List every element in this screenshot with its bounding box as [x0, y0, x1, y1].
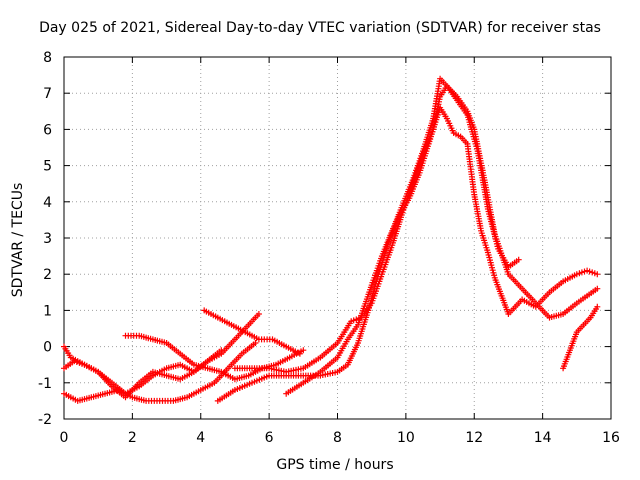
x-tick-labels: 0 2 4 6 8 10 12 14 16 — [60, 430, 620, 446]
y-tick-label: 7 — [43, 86, 52, 102]
data-point — [573, 271, 580, 278]
y-tick-label: 8 — [43, 50, 52, 66]
y-tick-label: -1 — [38, 376, 52, 392]
data-point — [515, 256, 522, 263]
y-tick-label: -2 — [38, 412, 52, 428]
data-point — [300, 347, 307, 354]
y-tick-labels: -2 -1 0 1 2 3 4 5 6 7 8 — [38, 50, 52, 428]
y-tick-label: 2 — [43, 267, 52, 283]
data-point — [252, 340, 259, 346]
y-tick-label: 1 — [43, 303, 52, 319]
y-tick-label: 6 — [43, 122, 52, 138]
y-tick-label: 3 — [43, 231, 52, 247]
data-point — [218, 347, 225, 354]
x-tick-label: 12 — [465, 430, 483, 446]
series-trace-3 — [61, 343, 225, 401]
chart-title: Day 025 of 2021, Sidereal Day-to-day VTE… — [39, 20, 601, 36]
x-tick-label: 2 — [128, 430, 137, 446]
grid-lines — [64, 57, 611, 419]
x-tick-label: 0 — [60, 430, 69, 446]
x-tick-label: 14 — [534, 430, 552, 446]
plot-frame — [63, 56, 612, 420]
data-point — [255, 311, 262, 317]
x-tick-label: 4 — [196, 430, 205, 446]
x-axis-label: GPS time / hours — [276, 457, 394, 473]
x-tick-label: 8 — [333, 430, 342, 446]
y-tick-label: 4 — [43, 195, 52, 211]
data-point — [586, 268, 593, 275]
series-trace-8 — [283, 75, 522, 397]
series-trace-9 — [560, 303, 601, 372]
y-tick-label: 0 — [43, 340, 52, 356]
data-point — [594, 285, 601, 292]
x-tick-label: 10 — [397, 430, 415, 446]
data-series — [61, 75, 601, 404]
data-point — [296, 350, 303, 357]
data-point — [594, 271, 601, 278]
data-point — [594, 303, 601, 310]
y-tick-label: 5 — [43, 159, 52, 175]
x-tick-label: 16 — [602, 430, 620, 446]
x-tick-label: 6 — [265, 430, 274, 446]
series-trace-5 — [201, 307, 303, 357]
y-axis-label: SDTVAR / TECUs — [10, 182, 26, 298]
series-trace-7 — [231, 83, 601, 375]
